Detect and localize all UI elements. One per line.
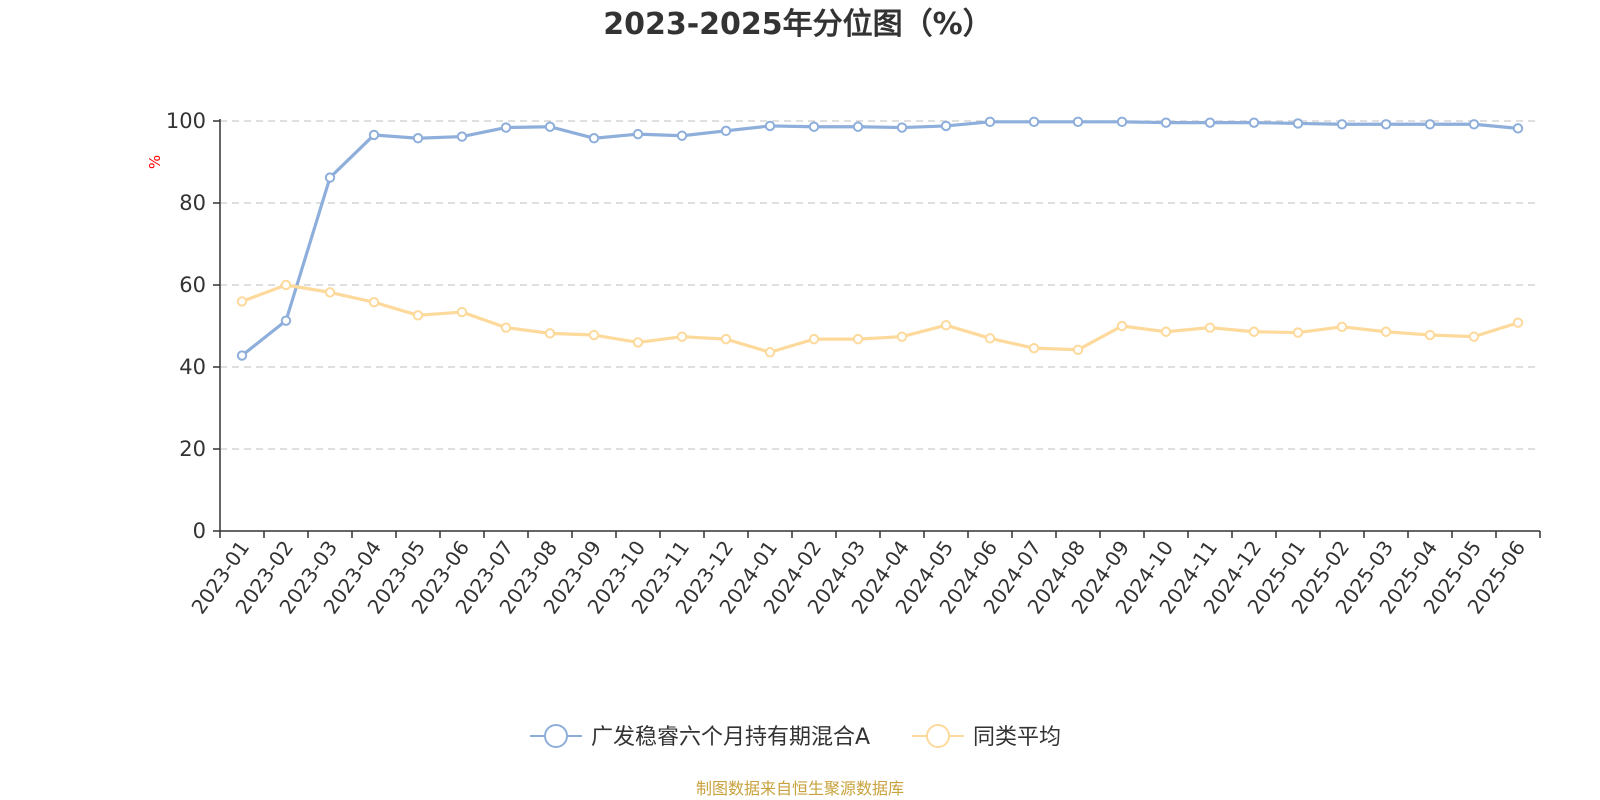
data-point [324, 287, 336, 298]
data-point [896, 331, 908, 342]
grid-lines [220, 120, 1540, 450]
data-point [1116, 116, 1128, 128]
data-point [764, 347, 776, 358]
data-point [940, 120, 952, 132]
data-point [236, 296, 248, 307]
y-tick-label: 80 [179, 191, 206, 215]
data-point [1336, 119, 1348, 130]
data-point [412, 133, 424, 144]
y-axis-label: % [146, 155, 164, 169]
data-point [808, 121, 820, 132]
data-point [1336, 321, 1348, 333]
data-point [632, 128, 644, 140]
y-tick-label: 20 [179, 437, 206, 461]
data-point [368, 297, 380, 308]
data-point [852, 333, 864, 345]
legend-item[interactable]: 同类平均 [912, 724, 1061, 750]
legend[interactable]: 广发稳睿六个月持有期混合A 同类平均 [530, 724, 1061, 750]
data-point [1380, 119, 1392, 130]
data-point [808, 333, 820, 345]
data-point [1028, 342, 1040, 354]
data-point [544, 121, 556, 132]
data-point [280, 315, 292, 326]
legend-marker [926, 724, 950, 748]
data-source-note: 制图数据来自恒生聚源数据库 [696, 779, 904, 798]
y-tick-labels: 0 20 40 60 80 100 [166, 109, 206, 543]
data-point [632, 337, 644, 348]
data-point [940, 319, 952, 331]
legend-label: 同类平均 [973, 725, 1061, 750]
data-point [1512, 317, 1524, 328]
data-point [456, 306, 468, 318]
data-point [1204, 117, 1216, 128]
data-point [588, 133, 600, 144]
data-point [1248, 117, 1260, 128]
data-point [236, 350, 248, 361]
data-point [324, 172, 336, 183]
data-point [280, 279, 292, 291]
data-point [588, 329, 600, 341]
data-point [676, 331, 688, 342]
data-point [984, 333, 996, 344]
data-point [368, 129, 380, 141]
data-point [984, 116, 996, 128]
data-point [1160, 326, 1172, 337]
y-tick-label: 40 [179, 355, 206, 379]
data-point [1292, 327, 1304, 338]
axes [213, 119, 1541, 538]
legend-item[interactable]: 广发稳睿六个月持有期混合A [530, 724, 870, 750]
data-point [1116, 320, 1128, 332]
data-point [1512, 123, 1524, 134]
y-tick-label: 0 [193, 519, 206, 543]
data-point [1072, 116, 1084, 128]
legend-marker [544, 724, 568, 748]
data-point [1028, 116, 1040, 128]
data-point [720, 125, 732, 137]
series-line [241, 283, 1519, 354]
data-point [456, 131, 468, 142]
y-tick-label: 60 [179, 273, 206, 297]
data-point [1160, 117, 1172, 128]
chart-title: 2023-2025年分位图（%） [603, 7, 993, 42]
data-point [1292, 118, 1304, 129]
data-point [1248, 326, 1260, 337]
data-point [1204, 322, 1216, 333]
data-point [720, 333, 732, 345]
data-point [852, 121, 864, 132]
data-point [1072, 344, 1084, 355]
data-point [500, 122, 512, 133]
data-point [544, 328, 556, 339]
data-point [676, 130, 688, 141]
data-point [1424, 329, 1436, 341]
data-point [1380, 326, 1392, 337]
legend-label: 广发稳睿六个月持有期混合A [591, 725, 870, 750]
data-point [1468, 331, 1480, 342]
y-tick-label: 100 [166, 109, 206, 133]
data-point [1424, 119, 1436, 130]
data-point [896, 122, 908, 133]
series-line [241, 120, 1519, 357]
data-point [412, 310, 424, 321]
data-point [764, 120, 776, 132]
data-point [500, 322, 512, 333]
data-point [1468, 119, 1480, 130]
x-tick-labels: 2023-012023-022023-032023-042023-052023-… [186, 536, 1530, 618]
plot-area [236, 116, 1524, 361]
